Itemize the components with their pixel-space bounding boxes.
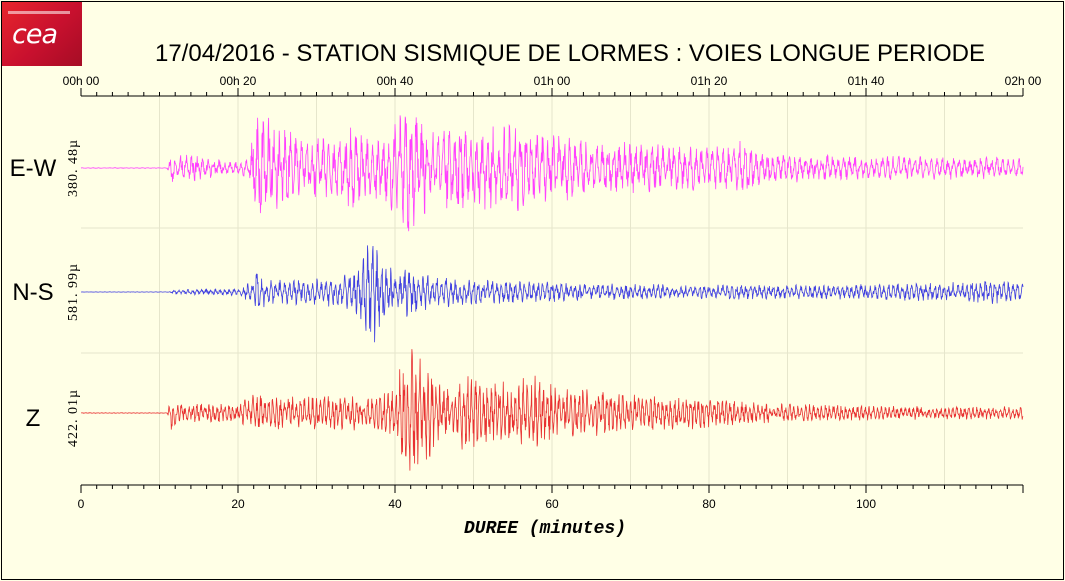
top-tick-label: 00h 00 bbox=[63, 74, 100, 88]
top-tick-label: 01h 20 bbox=[691, 74, 728, 88]
channel-label-ew: E-W bbox=[10, 155, 57, 182]
trace-ew bbox=[80, 115, 1024, 232]
amplitude-label-z: 422. 01µ bbox=[66, 389, 81, 447]
bottom-tick-label: 0 bbox=[78, 497, 85, 511]
channel-labels: E-W 380. 48µ N-S 581. 99µ Z 422. 01µ bbox=[10, 139, 81, 447]
cea-logo: cea bbox=[2, 2, 82, 66]
trace-ns bbox=[81, 245, 1024, 343]
bottom-tick-label: 80 bbox=[702, 497, 716, 511]
bottom-tick-label: 40 bbox=[388, 497, 402, 511]
axes: 00h 00 00h 20 00h 40 01h 00 01h 20 01h 40 02h … bbox=[63, 74, 1042, 511]
traces bbox=[80, 115, 1024, 471]
channel-label-ns: N-S bbox=[12, 279, 53, 306]
top-tick-label: 00h 40 bbox=[377, 74, 414, 88]
amplitude-label-ns: 581. 99µ bbox=[66, 263, 81, 321]
bottom-tick-label: 60 bbox=[545, 497, 559, 511]
channel-label-z: Z bbox=[26, 405, 41, 432]
top-tick-label: 01h 00 bbox=[534, 74, 571, 88]
bottom-tick-label: 20 bbox=[231, 497, 245, 511]
logo-text: cea bbox=[12, 19, 58, 50]
top-tick-label: 00h 20 bbox=[220, 74, 257, 88]
x-axis-label: DUREE (minutes) bbox=[464, 519, 626, 539]
amplitude-label-ew: 380. 48µ bbox=[66, 139, 81, 197]
bottom-tick-label: 100 bbox=[856, 497, 876, 511]
chart-title: 17/04/2016 - STATION SISMIQUE DE LORMES … bbox=[154, 40, 985, 67]
top-tick-label: 01h 40 bbox=[848, 74, 885, 88]
trace-z bbox=[81, 349, 1024, 471]
top-tick-label: 02h 00 bbox=[1005, 74, 1042, 88]
logo-tagline-bar bbox=[8, 11, 70, 14]
